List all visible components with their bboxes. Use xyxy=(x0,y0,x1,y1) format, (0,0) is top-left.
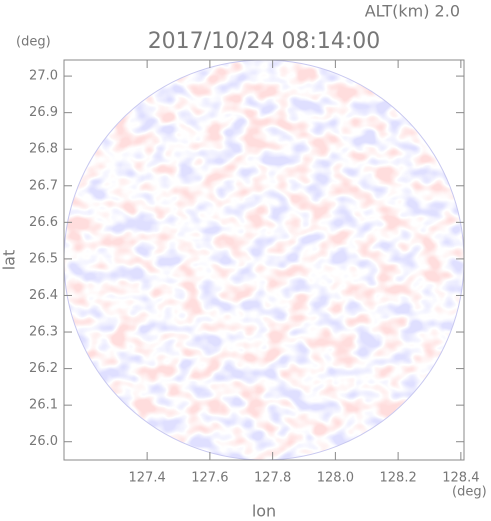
radar-echo xyxy=(64,60,464,460)
x-tick-label: 128.4 xyxy=(442,471,479,486)
altitude: ALT(km) 2.0 xyxy=(365,2,460,21)
y-unit: (deg) xyxy=(16,35,51,50)
x-tick-label: 128.0 xyxy=(317,471,354,486)
y-axis-label: lat xyxy=(0,250,19,271)
y-tick-label: 27.0 xyxy=(29,69,58,84)
x-axis-label: lon xyxy=(252,502,276,521)
x-tick-label: 127.4 xyxy=(129,471,166,486)
y-tick-label: 26.3 xyxy=(29,325,58,340)
x-unit: (deg) xyxy=(452,485,487,500)
y-tick-label: 26.2 xyxy=(29,361,58,376)
y-tick-label: 26.1 xyxy=(29,398,58,413)
x-tick-label: 128.2 xyxy=(380,471,417,486)
y-tick-label: 26.4 xyxy=(29,288,58,303)
y-tick-label: 26.0 xyxy=(29,434,58,449)
y-tick-label: 26.9 xyxy=(29,105,58,120)
plot-frame xyxy=(63,59,465,461)
y-tick-label: 26.5 xyxy=(29,251,58,266)
y-tick-label: 26.7 xyxy=(29,178,58,193)
y-tick-label: 26.6 xyxy=(29,215,58,230)
x-tick-label: 127.8 xyxy=(254,471,291,486)
x-tick-label: 127.6 xyxy=(191,471,228,486)
y-tick-label: 26.8 xyxy=(29,142,58,157)
chart-title: 2017/10/24 08:14:00 xyxy=(148,29,381,54)
